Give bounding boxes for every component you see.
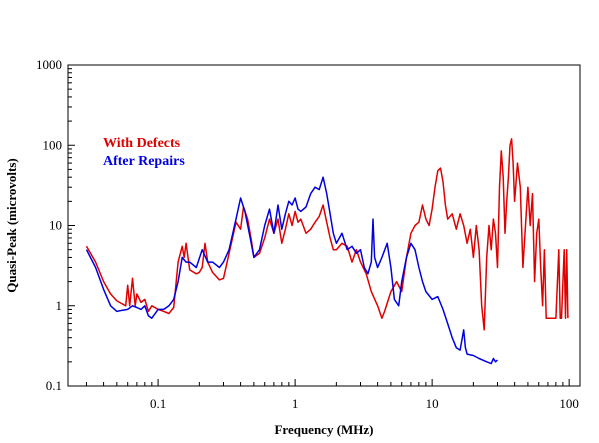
legend-label-with-defects: With Defects <box>103 136 181 151</box>
legend-label-after-repairs: After Repairs <box>103 154 185 169</box>
axis-ticks: 0.1 1 10 100 0.1 1 10 100 1000 <box>36 57 579 411</box>
series-line-with-defects <box>85 138 569 331</box>
series-line-after-repairs <box>85 176 498 365</box>
plot-area-frame <box>67 64 581 387</box>
y-axis-title: Quasi-Peak (microvolts) <box>4 158 19 292</box>
x-axis-title: Frequency (MHz) <box>274 422 373 437</box>
y-tick-label: 100 <box>43 137 63 152</box>
x-tick-label: 1 <box>292 396 299 411</box>
y-tick-label: 10 <box>49 218 62 233</box>
y-tick-label: 1000 <box>36 57 62 72</box>
x-tick-label: 10 <box>426 396 439 411</box>
legend: With Defects After Repairs <box>103 136 185 169</box>
series-layer <box>85 138 569 365</box>
y-tick-label: 0.1 <box>46 378 62 393</box>
x-tick-label: 0.1 <box>150 396 166 411</box>
y-tick-label: 1 <box>56 298 63 313</box>
x-tick-label: 100 <box>559 396 579 411</box>
